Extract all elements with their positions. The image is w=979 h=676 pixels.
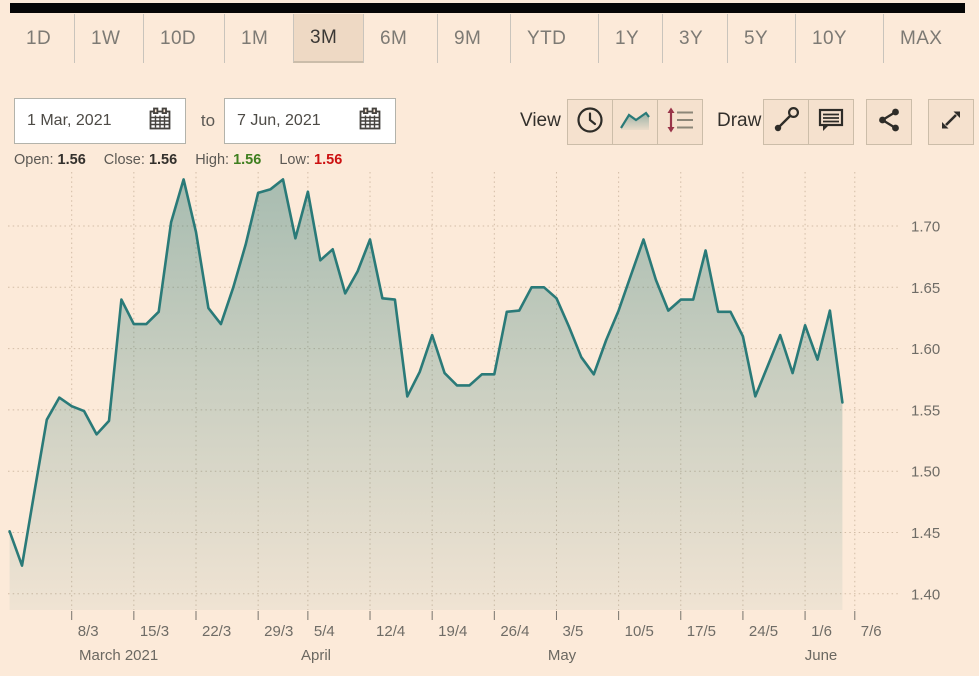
fullscreen-icon — [936, 105, 966, 140]
top-black-bar — [10, 3, 965, 13]
fullscreen-button[interactable] — [928, 99, 974, 145]
tab-max[interactable]: MAX — [883, 14, 965, 63]
tab-label: 1W — [91, 27, 121, 49]
x-axis-label: 5/4 — [314, 623, 335, 640]
tab-label: YTD — [527, 27, 567, 49]
tab-label: MAX — [900, 27, 943, 49]
low-value: 1.56 — [314, 152, 343, 168]
month-label: March 2021 — [79, 647, 158, 664]
draw-annotation-button[interactable] — [808, 99, 854, 145]
draw-label: Draw — [717, 110, 762, 131]
to-date-input[interactable]: 7 Jun, 2021 — [224, 98, 396, 144]
x-axis-label: 29/3 — [264, 623, 293, 640]
date-range-to-label: to — [200, 111, 216, 130]
x-axis-label: 3/5 — [562, 623, 583, 640]
x-axis-label: 17/5 — [687, 623, 716, 640]
hilo-list-icon — [664, 105, 696, 140]
y-axis-label: 1.65 — [911, 280, 940, 297]
y-axis-label: 1.50 — [911, 464, 940, 481]
tab-10y[interactable]: 10Y — [795, 14, 883, 63]
tab-label: 1M — [241, 27, 269, 49]
tab-1m[interactable]: 1M — [224, 14, 293, 63]
month-label: April — [301, 647, 331, 664]
trendline-icon — [771, 105, 801, 140]
tab-label: 6M — [380, 27, 408, 49]
tab-label: 5Y — [744, 27, 769, 49]
open-value: 1.56 — [57, 152, 86, 168]
tab-label: 1D — [26, 27, 52, 49]
tab-label: 1Y — [615, 27, 640, 49]
open-label: Open: — [14, 152, 54, 168]
y-axis-label: 1.60 — [911, 341, 940, 358]
clock-icon — [575, 105, 605, 140]
view-label: View — [520, 110, 561, 131]
price-line — [8, 178, 844, 567]
x-axis-label: 7/6 — [861, 623, 882, 640]
from-date-input[interactable]: 1 Mar, 2021 — [14, 98, 186, 144]
tab-ytd[interactable]: YTD — [510, 14, 598, 63]
month-label: June — [805, 647, 838, 664]
low-label: Low: — [279, 152, 310, 168]
close-label: Close: — [103, 152, 145, 168]
y-axis-label: 1.55 — [911, 402, 940, 419]
from-date-value: 1 Mar, 2021 — [27, 112, 112, 129]
tab-3y[interactable]: 3Y — [662, 14, 727, 63]
x-axis-label: 8/3 — [78, 623, 99, 640]
share-icon — [874, 105, 904, 140]
tab-1w[interactable]: 1W — [74, 14, 143, 63]
x-axis-label: 12/4 — [376, 623, 405, 640]
x-axis-label: 22/3 — [202, 623, 231, 640]
tab-6m[interactable]: 6M — [363, 14, 437, 63]
tab-label: 10D — [160, 27, 197, 49]
high-value: 1.56 — [233, 152, 262, 168]
x-axis-label: 19/4 — [438, 623, 467, 640]
x-axis-label: 15/3 — [140, 623, 169, 640]
range-tab-bar: 1D 1W 10D 1M 3M 6M 9M YTD 1Y 3Y 5Y 10Y M… — [10, 14, 965, 63]
x-axis-label: 26/4 — [500, 623, 529, 640]
tab-1d[interactable]: 1D — [10, 14, 74, 63]
tab-label: 10Y — [812, 27, 848, 49]
share-button[interactable] — [866, 99, 912, 145]
ohlc-readout: Open: 1.56 Close: 1.56 High: 1.56 Low: 1… — [14, 152, 342, 168]
tab-3m[interactable]: 3M — [293, 14, 363, 63]
close-value: 1.56 — [148, 152, 178, 168]
calendar-icon[interactable] — [147, 106, 173, 137]
y-axis-label: 1.40 — [911, 586, 940, 603]
tab-9m[interactable]: 9M — [437, 14, 510, 63]
calendar-icon[interactable] — [357, 106, 383, 137]
tab-label: 9M — [454, 27, 482, 49]
to-date-value: 7 Jun, 2021 — [237, 112, 321, 129]
line-chart-icon — [618, 106, 652, 139]
high-label: High: — [195, 152, 230, 168]
y-axis-label: 1.45 — [911, 525, 940, 542]
tab-1y[interactable]: 1Y — [598, 14, 662, 63]
annotation-icon — [816, 105, 846, 140]
view-line-chart-button[interactable] — [612, 99, 658, 145]
month-label: May — [548, 647, 577, 664]
draw-trendline-button[interactable] — [763, 99, 809, 145]
x-axis-label: 24/5 — [749, 623, 778, 640]
tab-5y[interactable]: 5Y — [727, 14, 795, 63]
tab-10d[interactable]: 10D — [143, 14, 224, 63]
x-axis-label: 1/6 — [811, 623, 832, 640]
price-area-fill — [9, 179, 843, 610]
tab-label: 3M — [310, 26, 338, 48]
view-interval-button[interactable] — [567, 99, 613, 145]
x-axis-label: 10/5 — [625, 623, 654, 640]
view-hilo-button[interactable] — [657, 99, 703, 145]
tab-label: 3Y — [679, 27, 704, 49]
y-axis-label: 1.70 — [911, 219, 940, 236]
